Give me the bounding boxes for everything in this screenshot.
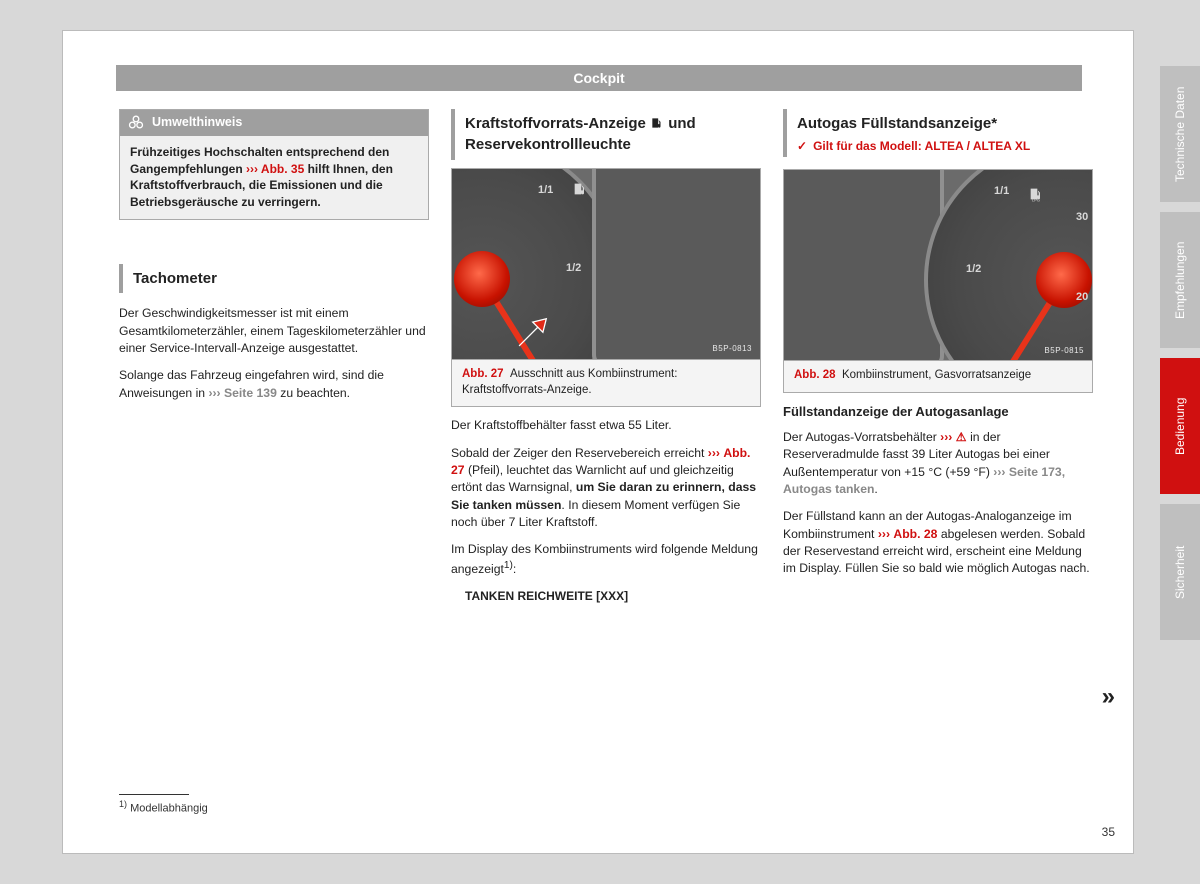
note-title: Umwelthinweis xyxy=(152,114,242,132)
figure-28-caption: Abb. 28 Kombiinstrument, Gasvorratsanzei… xyxy=(784,360,1092,391)
fig28-tick-full: 1/1 xyxy=(994,184,1009,200)
note-header: Umwelthinweis xyxy=(120,110,428,136)
autogas-applies-line: ✓ Gilt für das Modell: ALTEA / ALTEA XL xyxy=(797,138,1093,155)
recycle-icon xyxy=(128,115,144,131)
fig27-fuel-icon xyxy=(572,181,588,202)
page-number: 35 xyxy=(1102,825,1115,839)
fuel-p3-sup: 1) xyxy=(504,560,513,571)
fig28-tick-30: 30 xyxy=(1076,210,1088,226)
note-ref-link[interactable]: Abb. 35 xyxy=(261,162,304,176)
figure-28-box: 1/1 1/2 30 20 LPG B5P-0815 Abb. 28 Kombi… xyxy=(783,169,1093,392)
tab-recommendations[interactable]: Empfehlungen xyxy=(1160,212,1200,348)
footnote-rule xyxy=(119,794,189,795)
page-header-bar: Cockpit xyxy=(116,65,1082,91)
footnote-text: Modellabhängig xyxy=(130,803,208,815)
figure-28-image: 1/1 1/2 30 20 LPG B5P-0815 xyxy=(784,170,1092,360)
autogas-heading: Autogas Füllstandsanzeige* ✓ Gilt für da… xyxy=(783,109,1093,157)
autogas-p1-ref-marks: ››› xyxy=(993,465,1005,479)
figure-27-caption: Abb. 27 Ausschnitt aus Kombiinstrument: … xyxy=(452,359,760,407)
fig27-tick-half: 1/2 xyxy=(566,261,581,277)
continue-icon: » xyxy=(1102,683,1109,711)
note-body: Frühzeitiges Hochschalten entsprechend d… xyxy=(120,136,428,219)
autogas-subheading: Füllstandanzeige der Autogasanlage xyxy=(783,403,1093,421)
svg-text:LPG: LPG xyxy=(1032,198,1040,203)
autogas-p2-ref[interactable]: Abb. 28 xyxy=(893,527,937,541)
side-tabs: Technische Daten Empfehlungen Bedienung … xyxy=(1160,66,1200,650)
autogas-p2: Der Füllstand kann an der Autogas-Analog… xyxy=(783,508,1093,577)
environment-note-box: Umwelthinweis Frühzeitiges Hochschalten … xyxy=(119,109,429,220)
autogas-p1c: . xyxy=(874,482,877,496)
fig27-pointer-arrow-icon xyxy=(514,317,548,351)
tab-operation[interactable]: Bedienung xyxy=(1160,358,1200,494)
column-3: Autogas Füllstandsanzeige* ✓ Gilt für da… xyxy=(783,109,1093,588)
tab-safety[interactable]: Sicherheit xyxy=(1160,504,1200,640)
fuel-gauge-heading: Kraftstoffvorrats-Anzeige und Reservekon… xyxy=(451,109,761,160)
column-1: Umwelthinweis Frühzeitiges Hochschalten … xyxy=(119,109,429,412)
tachometer-heading: Tachometer xyxy=(119,264,429,293)
tacho-p2b: zu beachten. xyxy=(277,386,350,400)
autogas-p1-marks: ››› xyxy=(940,430,952,444)
fuel-pump-icon xyxy=(650,116,664,130)
fuel-p3b: : xyxy=(513,562,516,576)
warning-triangle-icon: ⚠ xyxy=(956,430,967,444)
fuel-title-a: Kraftstoffvorrats-Anzeige xyxy=(465,115,650,132)
column-2: Kraftstoffvorrats-Anzeige und Reservekon… xyxy=(451,109,761,605)
fig28-abb: Abb. 28 xyxy=(794,369,836,381)
check-icon: ✓ xyxy=(797,138,807,155)
tacho-ref-marks: ››› xyxy=(208,386,220,400)
fig27-tick-full: 1/1 xyxy=(538,183,553,199)
fig27-abb: Abb. 27 xyxy=(462,368,504,380)
autogas-title: Autogas Füllstandsanzeige* xyxy=(797,115,997,132)
tacho-ref-link[interactable]: Seite 139 xyxy=(224,386,277,400)
fig27-code: B5P-0813 xyxy=(712,343,752,354)
fig28-lpg-icon: LPG xyxy=(1028,186,1044,207)
fuel-p1: Der Kraftstoffbehälter fasst etwa 55 Lit… xyxy=(451,417,761,434)
autogas-p1a: Der Autogas-Vorratsbehälter xyxy=(783,430,940,444)
fuel-p3: Im Display des Kombiinstruments wird fol… xyxy=(451,541,761,578)
fig28-code: B5P-0815 xyxy=(1044,345,1084,356)
fuel-p3a: Im Display des Kombiinstruments wird fol… xyxy=(451,542,758,575)
autogas-p1: Der Autogas-Vorratsbehälter ››› ⚠ in der… xyxy=(783,429,1093,498)
tachometer-p1: Der Geschwindigkeitsmesser ist mit einem… xyxy=(119,305,429,357)
page: Cockpit Umwelthinweis Frühzeitiges Hochs… xyxy=(62,30,1134,854)
figure-27-image: 1/1 1/2 B5P-0813 xyxy=(452,169,760,359)
autogas-p2-marks: ››› xyxy=(878,527,890,541)
fuel-p2-marks: ››› xyxy=(708,446,720,460)
fuel-p2a: Sobald der Zeiger den Reservebereich err… xyxy=(451,446,708,460)
footnote: 1) Modellabhängig xyxy=(119,799,208,815)
tab-technical-data[interactable]: Technische Daten xyxy=(1160,66,1200,202)
fig28-tick-half: 1/2 xyxy=(966,262,981,278)
fig28-caption-text: Kombiinstrument, Gasvorratsanzeige xyxy=(842,369,1031,381)
autogas-applies: Gilt für das Modell: ALTEA / ALTEA XL xyxy=(813,138,1030,155)
tachometer-title: Tachometer xyxy=(133,270,217,287)
page-header-title: Cockpit xyxy=(573,70,624,86)
fig28-tick-20: 20 xyxy=(1076,290,1088,306)
tachometer-p2: Solange das Fahrzeug eingefahren wird, s… xyxy=(119,367,429,402)
figure-27-box: 1/1 1/2 B5P-0813 Abb. 27 Ausschnitt aus … xyxy=(451,168,761,408)
fuel-p2: Sobald der Zeiger den Reservebereich err… xyxy=(451,445,761,532)
footnote-mark: 1) xyxy=(119,799,127,809)
note-ref-marks: ››› xyxy=(246,162,258,176)
display-message: TANKEN REICHWEITE [XXX] xyxy=(465,588,761,605)
